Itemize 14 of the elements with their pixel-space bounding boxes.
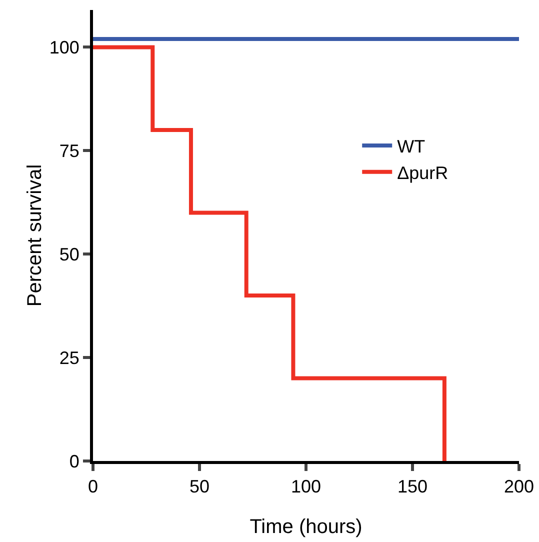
- y-tick-label: 100: [49, 38, 80, 58]
- x-tick-label: 100: [290, 476, 322, 497]
- y-tick-label: 50: [59, 244, 80, 264]
- y-tick-label: 0: [69, 451, 80, 472]
- x-tick-label: 150: [397, 476, 428, 497]
- legend-label: WT: [397, 136, 426, 156]
- y-tick-label: 25: [59, 348, 80, 368]
- legend-label: ΔpurR: [397, 162, 448, 183]
- y-tick-label: 75: [59, 140, 80, 161]
- x-tick-label: 200: [504, 476, 534, 497]
- x-tick-label: 0: [88, 476, 98, 497]
- y-axis-title: Percent survival: [24, 164, 46, 307]
- x-tick-label: 50: [189, 476, 210, 497]
- x-axis-title: Time (hours): [250, 516, 362, 538]
